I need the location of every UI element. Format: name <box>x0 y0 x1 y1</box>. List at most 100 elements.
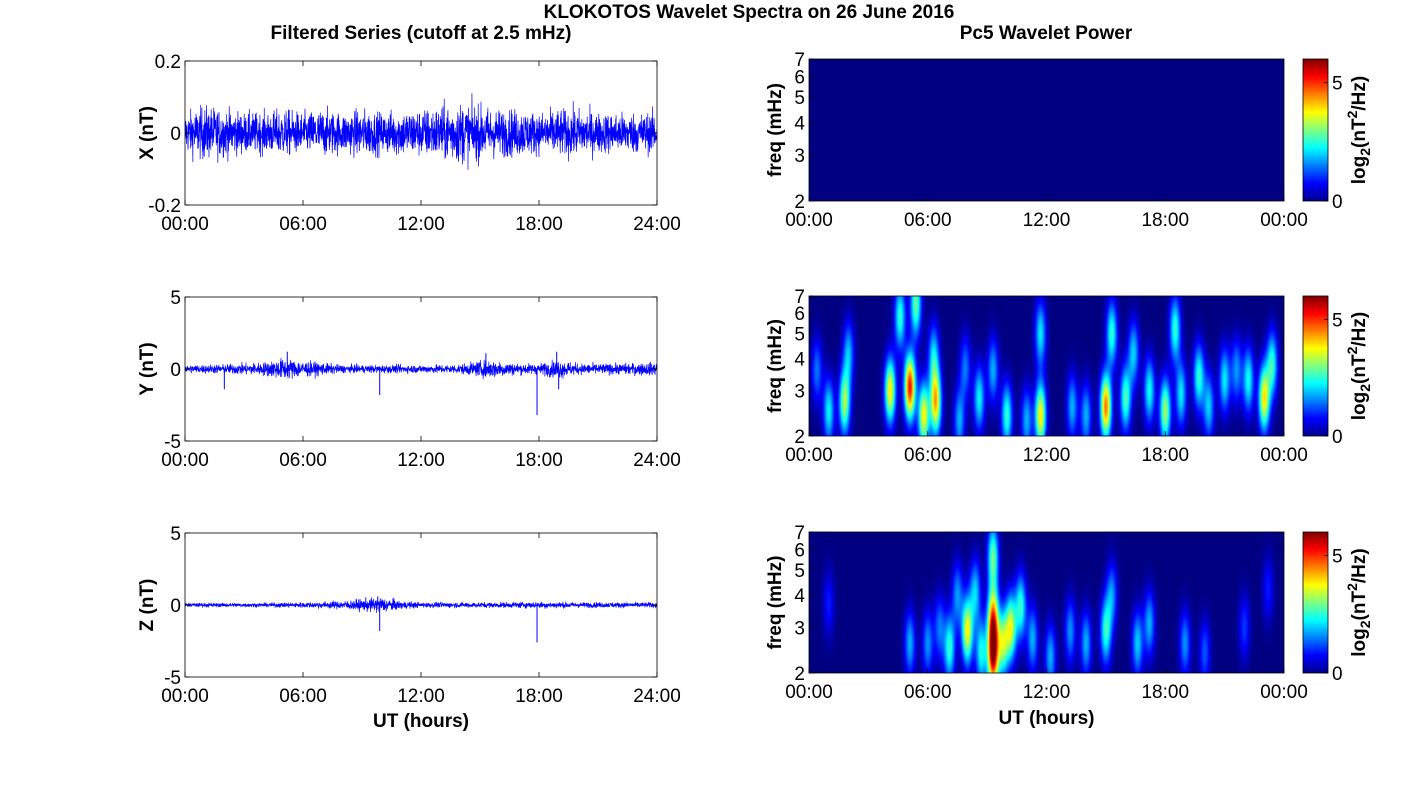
x-tick-label: 18:00 <box>1141 682 1189 703</box>
colorbar-tick-label: 0 <box>1332 664 1343 685</box>
y-tick-label: 0.2 <box>155 52 181 73</box>
right-column-title: Pc5 Wavelet Power <box>960 23 1133 44</box>
colorbar-label: log2(nT2/Hz) <box>1344 548 1373 656</box>
y-axis-label: Y (nT) <box>137 342 158 395</box>
y-axis-label: X (nT) <box>137 106 158 160</box>
colorbar-label: log2(nT2/Hz) <box>1344 76 1373 184</box>
y-tick-label: 0 <box>170 360 181 381</box>
y-tick-label: 3 <box>794 146 805 167</box>
colorbar-label-part-0: log <box>1349 628 1370 657</box>
x-tick-label: 00:00 <box>161 686 209 707</box>
colorbar-tick-label: 5 <box>1332 547 1343 568</box>
y-axis-label: freq (mHz) <box>765 319 786 413</box>
x-tick-label: 06:00 <box>904 682 952 703</box>
y-tick-label: -5 <box>164 668 181 689</box>
colorbar-label-part-2: (nT <box>1349 118 1370 148</box>
y-tick-label: 2 <box>794 192 805 213</box>
colorbar-tick-label: 0 <box>1332 192 1343 213</box>
wavelet-power-map <box>809 296 1284 436</box>
x-axis-label: UT (hours) <box>373 711 469 732</box>
y-axis-label: freq (mHz) <box>765 83 786 177</box>
y-tick-label: 2 <box>794 664 805 685</box>
colorbar-label-part-2: (nT <box>1349 354 1370 384</box>
y-tick-label: 4 <box>794 350 805 371</box>
x-tick-label: 00:00 <box>785 682 833 703</box>
wavelet-power-map <box>809 59 1284 201</box>
y-tick-label: 3 <box>794 618 805 639</box>
y-tick-label: 5 <box>794 88 805 109</box>
colorbar-gradient <box>1302 295 1329 437</box>
x-tick-label: 06:00 <box>904 210 952 231</box>
figure-title: KLOKOTOS Wavelet Spectra on 26 June 2016 <box>544 2 955 23</box>
y-tick-label: 7 <box>794 287 805 308</box>
x-tick-label: 12:00 <box>1023 682 1071 703</box>
y-tick-label: 2 <box>794 427 805 448</box>
colorbar-label-part-1: 2 <box>1357 620 1373 628</box>
trace-line <box>184 93 658 170</box>
x-tick-label: 18:00 <box>515 450 563 471</box>
y-tick-label: -0.2 <box>148 196 181 217</box>
y-tick-label: 6 <box>794 540 805 561</box>
x-tick-label: 12:00 <box>1023 445 1071 466</box>
colorbar-label-part-2: (nT <box>1349 591 1370 621</box>
x-tick-label: 24:00 <box>633 214 681 235</box>
x-tick-label: 06:00 <box>279 686 327 707</box>
colorbar-label-part-4: /Hz) <box>1349 548 1370 583</box>
y-tick-label: 0 <box>170 596 181 617</box>
x-tick-label: 00:00 <box>1260 210 1308 231</box>
y-tick-label: 7 <box>794 50 805 71</box>
y-tick-label: 5 <box>794 561 805 582</box>
y-tick-label: 5 <box>794 325 805 346</box>
y-tick-label: 4 <box>794 113 805 134</box>
x-tick-label: 12:00 <box>397 686 445 707</box>
colorbar-gradient <box>1302 531 1329 674</box>
colorbar-label-part-0: log <box>1349 156 1370 185</box>
x-tick-label: 18:00 <box>1141 210 1189 231</box>
y-tick-label: 5 <box>170 524 181 545</box>
y-tick-label: 7 <box>794 523 805 544</box>
x-tick-label: 00:00 <box>785 445 833 466</box>
y-tick-label: -5 <box>164 432 181 453</box>
series-panel-z: 00:00 06:00 12:00 18:00 24:00 -5 0 5 Z (nT) UT (h… <box>137 524 681 732</box>
y-tick-label: 4 <box>794 586 805 607</box>
x-tick-label: 06:00 <box>279 214 327 235</box>
colorbar-tick-label: 5 <box>1332 310 1343 331</box>
x-tick-label: 18:00 <box>515 686 563 707</box>
series-panel-x: 00:00 06:00 12:00 18:00 24:00 -0.2 0 0.2 X (nT) <box>137 52 681 235</box>
x-axis-label: UT (hours) <box>998 708 1094 729</box>
left-column-title: Filtered Series (cutoff at 2.5 mHz) <box>271 23 572 44</box>
trace-line <box>184 597 658 613</box>
y-tick-label: 5 <box>170 288 181 309</box>
x-tick-label: 00:00 <box>1260 682 1308 703</box>
y-axis-label: freq (mHz) <box>765 556 786 650</box>
colorbar-gradient <box>1302 58 1329 202</box>
x-tick-label: 00:00 <box>785 210 833 231</box>
x-tick-label: 12:00 <box>397 214 445 235</box>
series-panel-y: 00:00 06:00 12:00 18:00 24:00 -5 0 5 Y (nT) <box>137 288 681 471</box>
colorbar-label-part-4: /Hz) <box>1349 76 1370 111</box>
x-tick-label: 24:00 <box>633 450 681 471</box>
colorbar-tick-label: 0 <box>1332 427 1343 448</box>
colorbar-label: log2(nT2/Hz) <box>1344 312 1373 420</box>
x-tick-label: 24:00 <box>633 686 681 707</box>
trace-line <box>184 357 658 380</box>
y-tick-label: 6 <box>794 67 805 88</box>
colorbar-tick-label: 5 <box>1332 74 1343 95</box>
y-axis-label: Z (nT) <box>137 579 158 632</box>
y-tick-label: 6 <box>794 304 805 325</box>
colorbar-label-part-1: 2 <box>1357 384 1373 392</box>
x-tick-label: 06:00 <box>279 450 327 471</box>
x-tick-label: 00:00 <box>161 214 209 235</box>
x-tick-label: 00:00 <box>161 450 209 471</box>
x-tick-label: 12:00 <box>397 450 445 471</box>
colorbar-label-part-3: 2 <box>1344 346 1360 354</box>
x-tick-label: 18:00 <box>515 214 563 235</box>
colorbar-label-part-3: 2 <box>1344 110 1360 118</box>
x-tick-label: 06:00 <box>904 445 952 466</box>
